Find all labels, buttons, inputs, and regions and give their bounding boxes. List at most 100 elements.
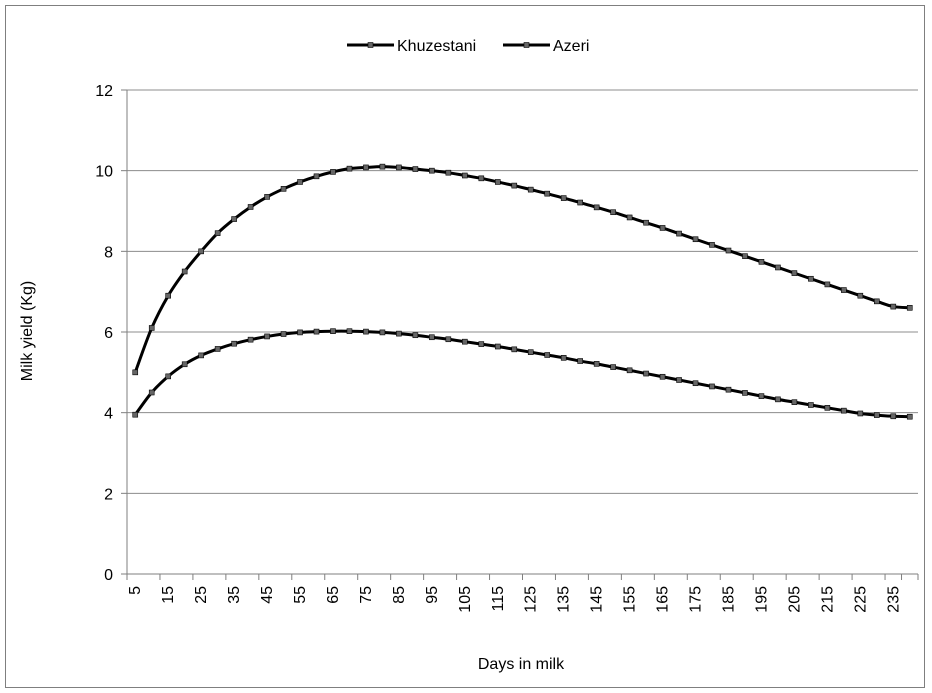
y-tick-labels: 0 2 4 6 8 10 12 [95, 83, 127, 584]
x-tick-label-185: 185 [720, 586, 737, 613]
data-point-azeri-215 [824, 405, 831, 411]
data-point-khuzestani-115 [494, 179, 501, 185]
legend-marker [523, 42, 530, 48]
series-layer [132, 163, 913, 420]
data-point-azeri-220 [841, 407, 847, 414]
x-tick-label-95: 95 [424, 586, 441, 604]
data-point-khuzestani-135 [560, 195, 567, 201]
data-point-khuzestani-230 [874, 298, 880, 305]
data-point-khuzestani-240 [906, 304, 913, 311]
data-point-khuzestani-170 [676, 230, 682, 237]
x-tick-label-195: 195 [753, 586, 770, 613]
data-point-khuzestani-175 [692, 236, 699, 243]
data-point-khuzestani-235 [890, 303, 897, 310]
x-tick-label-135: 135 [556, 586, 573, 613]
data-point-azeri-75 [363, 328, 369, 335]
y-tick-label-10: 10 [95, 164, 113, 181]
data-point-azeri-190 [742, 390, 748, 396]
data-point-khuzestani-60 [313, 173, 320, 180]
data-point-khuzestani-15 [165, 292, 171, 299]
x-tick-label-105: 105 [457, 586, 474, 613]
legend-label: Azeri [553, 38, 589, 55]
data-point-khuzestani-150 [610, 209, 616, 216]
data-point-khuzestani-75 [363, 164, 369, 171]
data-point-azeri-55 [297, 329, 303, 336]
data-point-azeri-100 [445, 336, 452, 343]
x-tick-label-215: 215 [819, 586, 836, 613]
data-point-khuzestani-120 [511, 182, 518, 189]
data-point-azeri-90 [412, 332, 419, 339]
data-point-azeri-175 [692, 380, 699, 387]
data-point-khuzestani-65 [330, 169, 336, 175]
data-point-khuzestani-155 [626, 214, 633, 221]
data-point-khuzestani-105 [462, 172, 468, 179]
data-point-khuzestani-30 [214, 230, 221, 236]
y-tick-label-2: 2 [104, 486, 113, 503]
data-point-azeri-50 [280, 331, 287, 337]
data-point-khuzestani-20 [181, 268, 188, 275]
data-point-khuzestani-40 [247, 204, 254, 210]
gridlines [127, 89, 918, 494]
data-point-khuzestani-195 [758, 259, 765, 265]
data-point-azeri-155 [626, 367, 633, 374]
data-point-azeri-225 [857, 410, 864, 417]
data-point-khuzestani-45 [264, 194, 270, 200]
x-tick-label-5: 5 [127, 586, 144, 595]
data-point-khuzestani-5 [132, 369, 139, 376]
data-point-khuzestani-55 [297, 179, 303, 185]
y-axis-title: Milk yield (Kg) [19, 281, 36, 381]
x-tick-label-165: 165 [655, 586, 672, 613]
x-tick-label-35: 35 [226, 586, 243, 604]
data-point-azeri-70 [346, 328, 353, 334]
series-khuzestani [132, 163, 913, 376]
x-tick-label-15: 15 [160, 586, 177, 604]
data-point-khuzestani-70 [346, 165, 353, 172]
data-point-khuzestani-210 [808, 275, 814, 282]
data-point-azeri-185 [725, 386, 732, 393]
data-point-khuzestani-140 [577, 199, 583, 206]
data-point-khuzestani-190 [742, 253, 748, 259]
data-point-azeri-235 [890, 413, 897, 420]
data-point-khuzestani-10 [148, 325, 155, 331]
data-point-azeri-135 [560, 355, 567, 361]
data-point-khuzestani-80 [379, 163, 386, 170]
data-point-khuzestani-110 [478, 175, 485, 182]
data-point-khuzestani-180 [709, 242, 715, 248]
data-point-azeri-10 [148, 389, 155, 396]
x-tick-label-85: 85 [391, 586, 408, 604]
data-point-khuzestani-35 [231, 216, 237, 222]
y-tick-label-0: 0 [104, 567, 113, 584]
x-tick-label-175: 175 [688, 586, 705, 613]
data-point-azeri-85 [396, 330, 402, 337]
data-point-khuzestani-225 [857, 292, 864, 299]
data-point-khuzestani-85 [396, 164, 402, 171]
data-point-azeri-110 [478, 341, 485, 347]
legend: Khuzestani Azeri [347, 38, 589, 55]
x-tick-label-25: 25 [193, 586, 210, 604]
x-tick-label-155: 155 [622, 586, 639, 613]
legend-item-azeri: Azeri [503, 38, 589, 55]
data-point-azeri-40 [247, 336, 254, 343]
data-point-azeri-15 [165, 373, 171, 380]
data-point-azeri-230 [874, 412, 880, 418]
data-point-khuzestani-130 [544, 190, 551, 197]
data-point-azeri-165 [659, 373, 666, 380]
legend-label: Khuzestani [397, 38, 476, 55]
data-point-azeri-30 [214, 346, 221, 352]
x-tick-label-205: 205 [786, 586, 803, 613]
data-point-azeri-195 [758, 393, 765, 399]
x-tick-label-75: 75 [358, 586, 375, 604]
data-point-azeri-20 [181, 361, 188, 368]
x-tick-label-225: 225 [852, 586, 869, 613]
legend-marker [367, 42, 374, 48]
data-point-azeri-45 [264, 333, 270, 340]
y-tick-label-8: 8 [104, 244, 113, 261]
data-point-khuzestani-95 [429, 167, 435, 174]
data-point-khuzestani-165 [659, 225, 666, 231]
data-point-azeri-180 [709, 383, 715, 390]
data-point-azeri-105 [462, 338, 468, 345]
y-tick-label-6: 6 [104, 325, 113, 342]
data-point-khuzestani-100 [445, 169, 452, 176]
x-tick-labels: 5 15 25 35 45 55 65 75 85 95 105 115 125 135 145 155 165… [126, 574, 919, 613]
